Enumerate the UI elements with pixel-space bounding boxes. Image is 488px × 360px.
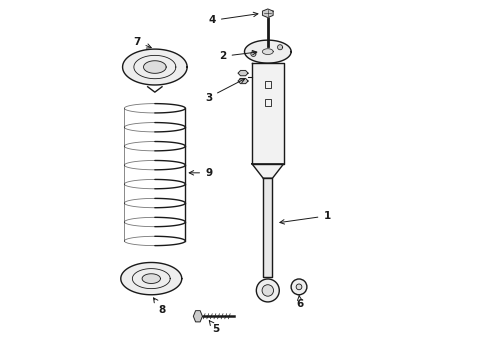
Text: 8: 8 — [153, 298, 165, 315]
Text: 4: 4 — [208, 12, 257, 26]
Circle shape — [250, 51, 255, 57]
Circle shape — [277, 45, 282, 50]
Circle shape — [290, 279, 306, 295]
Polygon shape — [143, 61, 166, 73]
Text: 6: 6 — [296, 296, 303, 309]
Bar — [264, 81, 270, 88]
Circle shape — [256, 279, 279, 302]
Circle shape — [296, 284, 301, 290]
Polygon shape — [121, 262, 182, 295]
Text: 9: 9 — [189, 168, 212, 178]
Polygon shape — [193, 311, 202, 322]
Text: 7: 7 — [133, 37, 151, 48]
Polygon shape — [122, 49, 187, 85]
Polygon shape — [251, 63, 283, 164]
Text: 2: 2 — [219, 50, 256, 61]
Polygon shape — [238, 78, 247, 84]
Text: 3: 3 — [204, 79, 244, 103]
Text: 1: 1 — [279, 211, 330, 224]
Text: 5: 5 — [209, 321, 219, 334]
Polygon shape — [251, 164, 283, 178]
Bar — [264, 99, 270, 106]
Polygon shape — [244, 40, 290, 63]
Polygon shape — [262, 49, 273, 54]
Circle shape — [262, 285, 273, 296]
Polygon shape — [263, 178, 272, 277]
Polygon shape — [262, 9, 272, 18]
Polygon shape — [142, 274, 160, 283]
Polygon shape — [238, 71, 247, 76]
